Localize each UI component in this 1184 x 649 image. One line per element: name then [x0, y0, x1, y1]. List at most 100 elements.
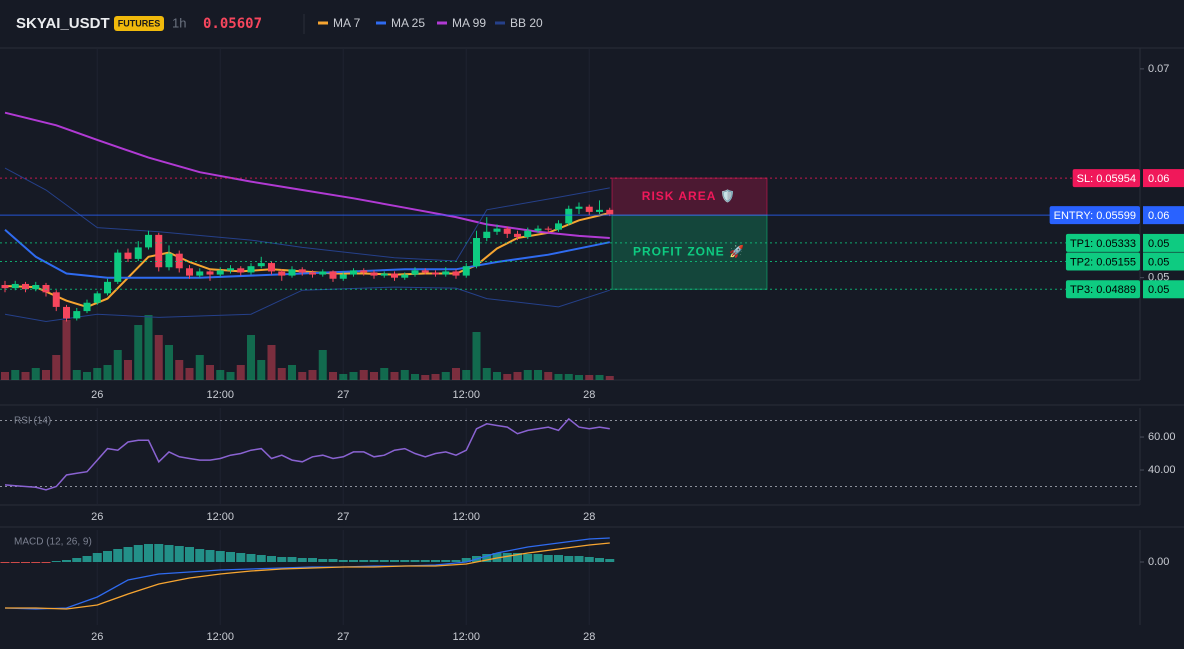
volume-bar — [236, 365, 245, 380]
histogram-bar — [318, 559, 328, 562]
candle-body — [544, 228, 552, 230]
histogram-bar — [92, 553, 102, 562]
candle-body — [196, 271, 204, 276]
volume-bar — [575, 375, 583, 380]
histogram-bar — [62, 560, 71, 562]
volume-bar — [62, 320, 71, 380]
histogram-bar — [185, 547, 194, 562]
histogram-bar — [605, 559, 615, 562]
candle-body — [360, 270, 368, 273]
volume-bar — [390, 372, 399, 380]
legend-label: MA 7 — [333, 16, 361, 30]
legend-label: MA 25 — [391, 16, 425, 30]
candle-body — [216, 270, 224, 275]
volume-bar — [267, 345, 276, 380]
zone-label: PROFIT ZONE 🚀 — [633, 244, 745, 258]
candle-body — [278, 271, 286, 276]
x-tick-label: 28 — [583, 511, 595, 523]
volume-bar — [534, 370, 542, 380]
candle-body — [534, 228, 542, 231]
zone — [611, 177, 768, 216]
volume-bar — [31, 368, 40, 380]
level-axis-label: 0.05 — [1148, 238, 1169, 250]
histogram-bar — [502, 553, 512, 562]
x-tick-label: 28 — [583, 389, 595, 401]
histogram-bar — [256, 555, 266, 562]
histogram-bar — [420, 560, 430, 562]
candle-body — [298, 269, 306, 273]
candle-body — [206, 271, 214, 275]
volume-bar — [93, 368, 102, 380]
candle-body — [52, 292, 60, 307]
histogram-bar — [595, 558, 604, 562]
level-tag — [1049, 206, 1140, 225]
volume-bar — [52, 355, 61, 380]
histogram-bar — [195, 549, 205, 562]
volume-bar — [247, 335, 255, 380]
level-axis-label: 0.05 — [1148, 256, 1169, 268]
candle-body — [585, 206, 593, 212]
histogram-bar — [123, 547, 133, 562]
histogram-bar — [144, 544, 153, 562]
candle-body — [473, 238, 480, 267]
histogram-bar — [174, 546, 184, 562]
level-axis-label: 0.05 — [1148, 284, 1169, 296]
histogram-bar — [236, 553, 246, 562]
volume-bar — [349, 372, 358, 380]
candle-body — [339, 274, 347, 279]
axis-tag — [1143, 233, 1184, 252]
candle-body — [575, 206, 583, 209]
histogram-bar — [267, 556, 276, 562]
histogram-bar — [21, 562, 30, 563]
axis-tag — [1143, 252, 1184, 271]
histogram-bar — [103, 551, 112, 562]
candle-body — [155, 234, 163, 268]
volume-bar — [452, 368, 460, 380]
interval: 1h — [172, 15, 186, 30]
histogram-bar — [400, 560, 410, 562]
x-tick-label: 26 — [91, 511, 103, 523]
last-price: 0.05607 — [203, 16, 262, 32]
volume-bar — [288, 365, 296, 380]
candle-body — [309, 272, 316, 275]
zone-label: RISK AREA 🛡️ — [642, 189, 736, 203]
candle-body — [268, 263, 275, 272]
candle-body — [175, 253, 183, 269]
candle-body — [411, 270, 419, 275]
volume-bar — [42, 370, 50, 380]
level-axis-label: 0.06 — [1148, 210, 1169, 222]
candle-body — [186, 268, 193, 276]
level-tag — [1065, 252, 1140, 271]
histogram-bar — [461, 558, 471, 562]
candle-body — [134, 247, 142, 259]
rsi-line — [4, 417, 610, 491]
candle-body — [421, 270, 429, 273]
macd-line — [5, 542, 610, 610]
axis-tag — [1143, 206, 1184, 225]
candle-body — [257, 263, 265, 267]
candle-body — [114, 252, 122, 282]
volume-bar — [195, 355, 204, 380]
x-tick-label: 12:00 — [452, 389, 480, 401]
candle-body — [483, 231, 491, 239]
volume-bar — [513, 372, 522, 380]
x-tick-label: 27 — [337, 389, 349, 401]
histogram-bar — [82, 556, 92, 562]
histogram-bar — [349, 560, 358, 562]
candle-body — [104, 281, 111, 294]
volume-bar — [605, 376, 614, 380]
candle-body — [442, 271, 450, 275]
candle-body — [391, 273, 398, 278]
badge: FUTURES — [118, 18, 161, 28]
volume-bar — [339, 374, 348, 380]
x-tick-label: 26 — [91, 631, 103, 643]
histogram-bar — [564, 556, 574, 562]
legend-label: BB 20 — [510, 16, 543, 30]
histogram-bar — [154, 544, 164, 562]
histogram-bar — [482, 554, 492, 562]
histogram-bar — [41, 562, 51, 563]
y-tick-label: 40.00 — [1148, 464, 1176, 476]
candle-body — [565, 208, 573, 224]
histogram-bar — [287, 557, 297, 562]
level-tag — [1065, 280, 1140, 299]
